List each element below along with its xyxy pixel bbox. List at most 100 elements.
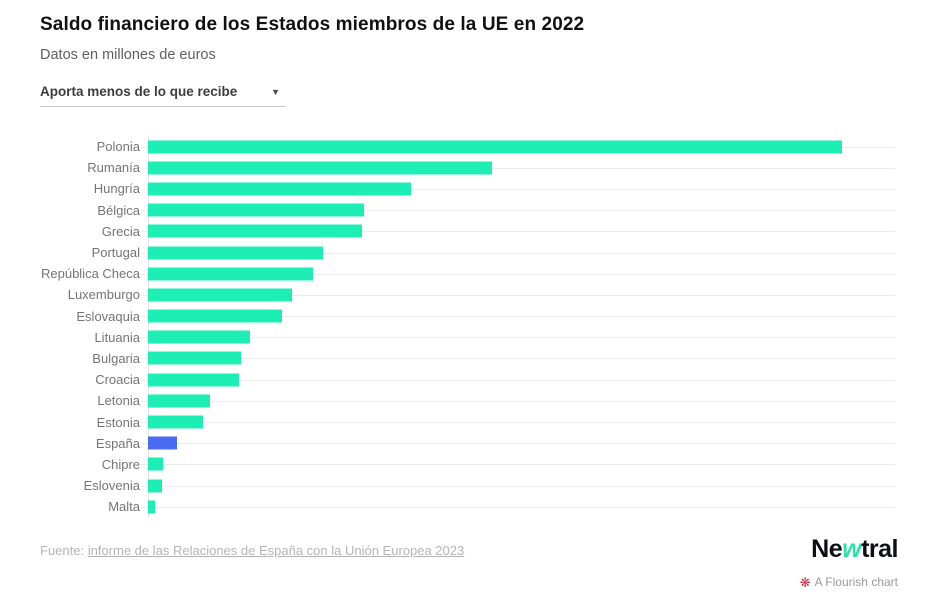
bar[interactable]	[148, 203, 364, 217]
category-label: Portugal	[91, 245, 140, 261]
gridline	[141, 316, 895, 318]
row-track	[141, 390, 895, 411]
chart-row: Croacia	[40, 369, 895, 390]
category-label: Estonia	[96, 414, 140, 430]
chart-row: Grecia	[40, 221, 895, 242]
bar[interactable]	[148, 224, 363, 238]
logo-part-1: Ne	[811, 535, 843, 563]
row-track	[141, 348, 895, 369]
chart-row: República Checa	[40, 263, 895, 284]
row-track	[141, 496, 895, 517]
row-track	[141, 475, 895, 496]
category-label: Letonia	[97, 393, 140, 409]
chart-row: Hungría	[40, 178, 895, 199]
row-track	[141, 200, 895, 221]
row-track	[141, 369, 895, 390]
bar[interactable]	[148, 161, 493, 175]
row-track	[141, 433, 895, 454]
row-track	[141, 221, 895, 242]
row-track	[141, 178, 895, 199]
gridline	[141, 443, 895, 445]
gridline	[141, 464, 895, 466]
flourish-badge-label: A Flourish chart	[814, 575, 898, 589]
gridline	[141, 506, 895, 508]
y-axis-line	[148, 136, 149, 518]
gridline	[141, 231, 895, 233]
gridline	[141, 252, 895, 254]
category-label: Chipre	[101, 456, 140, 472]
bar[interactable]	[148, 457, 164, 471]
bar[interactable]	[148, 500, 155, 514]
newtral-logo: Newtral	[811, 535, 898, 564]
chart-row: Chipre	[40, 454, 895, 475]
row-track	[141, 454, 895, 475]
chart-row: Rumanía	[40, 157, 895, 178]
chart-row: Polonia	[40, 136, 895, 157]
page-title: Saldo financiero de los Estados miembros…	[40, 14, 585, 35]
bar[interactable]	[148, 373, 240, 387]
row-track	[141, 263, 895, 284]
gridline	[141, 167, 895, 169]
bar[interactable]	[148, 309, 283, 323]
filter-dropdown[interactable]: Aporta menos de lo que recibe ▼	[40, 83, 286, 107]
category-label: Bélgica	[97, 202, 140, 218]
chart-row: Bulgaria	[40, 348, 895, 369]
chart-row: Lituania	[40, 327, 895, 348]
gridline	[141, 379, 895, 381]
page-subtitle: Datos en millones de euros	[40, 47, 216, 63]
gridline	[141, 358, 895, 360]
gridline	[141, 294, 895, 296]
chart-row: Malta	[40, 496, 895, 517]
chart-row: Luxemburgo	[40, 284, 895, 305]
gridline	[141, 337, 895, 339]
chart-row: Estonia	[40, 411, 895, 432]
chevron-down-icon: ▼	[271, 87, 280, 97]
row-track	[141, 306, 895, 327]
category-label: Bulgaria	[92, 350, 140, 366]
row-track	[141, 242, 895, 263]
row-track	[141, 327, 895, 348]
bar[interactable]	[148, 436, 178, 450]
bar[interactable]	[148, 415, 204, 429]
chart-row: Eslovenia	[40, 475, 895, 496]
chart-row: Bélgica	[40, 200, 895, 221]
chart-row: Portugal	[40, 242, 895, 263]
category-label: Croacia	[95, 372, 140, 388]
bar[interactable]	[148, 351, 242, 365]
flourish-icon: ❋	[799, 574, 811, 590]
chart-row: España	[40, 433, 895, 454]
bar[interactable]	[148, 140, 843, 154]
chart-row: Letonia	[40, 390, 895, 411]
category-label: Rumanía	[87, 160, 140, 176]
flourish-badge[interactable]: ❋ A Flourish chart	[800, 575, 898, 589]
bar[interactable]	[148, 330, 251, 344]
bar[interactable]	[148, 182, 411, 196]
gridline	[141, 188, 895, 190]
source-note: Fuente: informe de las Relaciones de Esp…	[40, 543, 464, 558]
bar[interactable]	[148, 246, 324, 260]
bar-chart: Polonia Rumanía Hungría Bélgica Grecia Portug…	[40, 136, 895, 518]
gridline	[141, 422, 895, 424]
row-track	[141, 136, 895, 157]
category-label: Hungría	[93, 181, 140, 197]
category-label: Grecia	[101, 223, 140, 239]
category-label: Lituania	[94, 329, 140, 345]
chart-row: Eslovaquia	[40, 306, 895, 327]
bar[interactable]	[148, 394, 211, 408]
gridline	[141, 400, 895, 402]
logo-w-icon: w	[842, 535, 862, 563]
category-label: Eslovaquia	[76, 308, 140, 324]
row-track	[141, 411, 895, 432]
category-label: España	[95, 435, 140, 451]
gridline	[141, 273, 895, 275]
row-track	[141, 284, 895, 305]
filter-selected-value: Aporta menos de lo que recibe	[40, 84, 238, 99]
category-label: República Checa	[40, 266, 140, 282]
bar[interactable]	[148, 267, 314, 281]
gridline	[141, 485, 895, 487]
category-label: Eslovenia	[83, 478, 140, 494]
source-link[interactable]: informe de las Relaciones de España con …	[87, 543, 465, 558]
bar[interactable]	[148, 479, 162, 493]
bar[interactable]	[148, 288, 293, 302]
category-label: Luxemburgo	[67, 287, 140, 303]
